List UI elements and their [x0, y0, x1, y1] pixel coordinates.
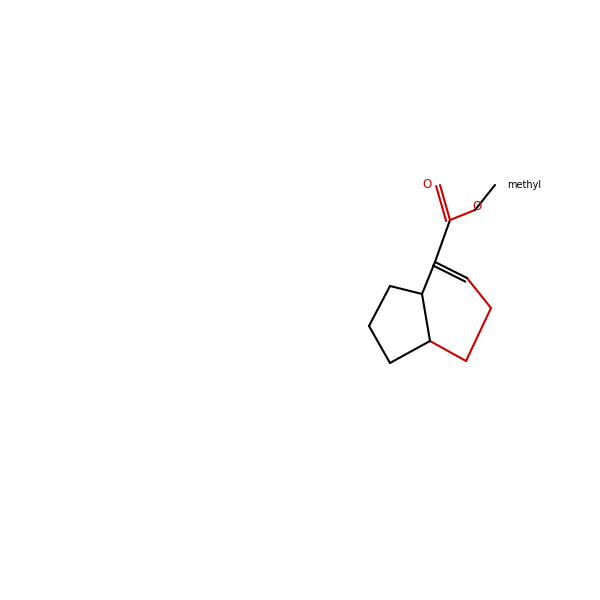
Text: O: O	[423, 179, 432, 191]
Text: methyl: methyl	[507, 180, 541, 190]
Text: O: O	[472, 200, 482, 214]
